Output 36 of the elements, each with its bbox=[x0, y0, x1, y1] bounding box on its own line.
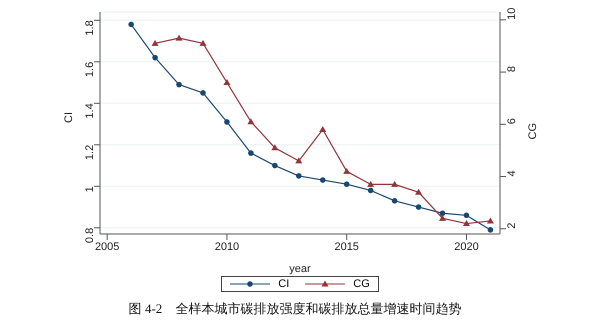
legend-label: CG bbox=[352, 278, 370, 290]
x-tick-label: 2015 bbox=[334, 240, 359, 253]
y-tick-label: 1.8 bbox=[84, 20, 96, 36]
y-tick-label: 1.2 bbox=[84, 144, 96, 160]
point bbox=[462, 220, 470, 226]
y-axis-title: CI bbox=[62, 112, 75, 123]
point bbox=[439, 214, 446, 221]
y-tick-label: 1.4 bbox=[84, 103, 96, 119]
y-tick-label: 1.6 bbox=[84, 62, 96, 78]
legend-label: CI bbox=[277, 278, 290, 290]
y2-axis-title: CG bbox=[526, 123, 539, 140]
point bbox=[415, 188, 422, 195]
point bbox=[343, 168, 350, 174]
point bbox=[247, 118, 254, 124]
point bbox=[152, 40, 159, 46]
point bbox=[176, 34, 183, 41]
y-tick-label: 1 bbox=[84, 186, 96, 192]
point bbox=[295, 157, 302, 164]
point bbox=[391, 180, 398, 187]
x-tick-label: 2020 bbox=[454, 240, 479, 253]
caption: 图 4-2 全样本城市碳排放强度和碳排放总量增速时间趋势 bbox=[128, 300, 462, 318]
y2-tick-label: 4 bbox=[506, 170, 518, 177]
y-tick-label: 0.8 bbox=[84, 228, 96, 244]
y2-tick-label: 10 bbox=[506, 8, 518, 20]
y2-tick-label: 8 bbox=[506, 66, 518, 72]
point bbox=[319, 126, 326, 132]
point bbox=[223, 79, 230, 86]
x-tick-label: 2010 bbox=[214, 240, 240, 253]
point bbox=[367, 180, 374, 187]
x-axis-title: year bbox=[289, 263, 312, 275]
point bbox=[271, 144, 278, 150]
point bbox=[486, 217, 494, 224]
y2-tick-label: 6 bbox=[506, 118, 518, 124]
x-tick-label: 2005 bbox=[94, 240, 120, 253]
y2-tick-label: 2 bbox=[506, 222, 518, 229]
point bbox=[199, 40, 206, 46]
